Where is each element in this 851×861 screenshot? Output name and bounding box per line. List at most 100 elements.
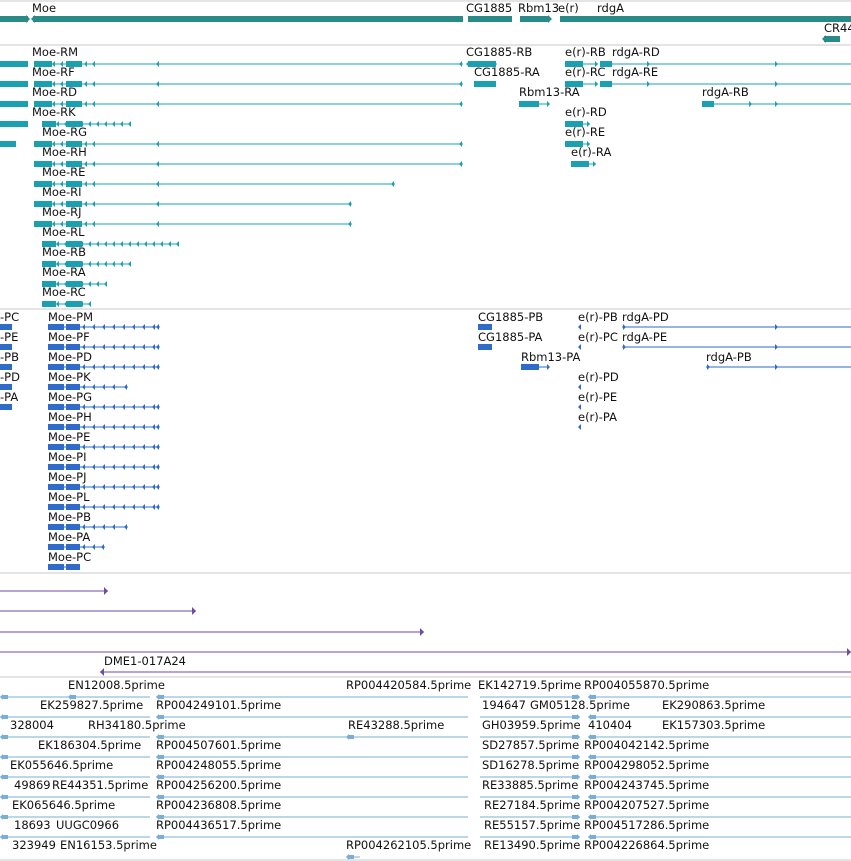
strand-arrow[interactable]: [122, 344, 125, 350]
strand-arrow[interactable]: [122, 484, 125, 490]
strand-arrow[interactable]: [595, 61, 598, 67]
strand-arrow[interactable]: [76, 201, 79, 207]
strand-arrow[interactable]: [56, 281, 59, 287]
strand-arrow[interactable]: [775, 324, 778, 330]
strand-arrow[interactable]: [160, 241, 163, 247]
strand-arrow[interactable]: [176, 241, 179, 247]
strand-arrow[interactable]: [156, 161, 159, 167]
strand-arrow[interactable]: [578, 384, 581, 390]
strand-arrow[interactable]: [56, 261, 59, 267]
strand-arrow[interactable]: [92, 344, 95, 350]
strand-arrow[interactable]: [92, 181, 95, 187]
exon-block[interactable]: [66, 504, 80, 510]
strand-arrow[interactable]: [92, 161, 95, 167]
strand-arrow[interactable]: [112, 484, 115, 490]
exon-block[interactable]: [48, 504, 64, 510]
exon-block[interactable]: [70, 695, 76, 699]
strand-arrow[interactable]: [132, 504, 135, 510]
strand-arrow[interactable]: [623, 344, 626, 350]
strand-arrow[interactable]: [72, 281, 75, 287]
exon-block[interactable]: [565, 61, 583, 67]
strand-arrow[interactable]: [104, 281, 107, 287]
strand-arrow[interactable]: [775, 61, 778, 67]
strand-arrow[interactable]: [56, 301, 59, 307]
exon-block[interactable]: [2, 755, 8, 759]
strand-arrow[interactable]: [156, 504, 159, 510]
exon-block[interactable]: [2, 715, 8, 719]
exon-block[interactable]: [348, 735, 354, 739]
strand-arrow[interactable]: [102, 384, 105, 390]
strand-arrow[interactable]: [391, 181, 394, 187]
exon-block[interactable]: [48, 564, 64, 570]
strand-arrow[interactable]: [578, 404, 581, 410]
strand-arrow[interactable]: [156, 364, 159, 370]
strand-arrow[interactable]: [82, 464, 85, 470]
strand-arrow[interactable]: [60, 101, 63, 107]
strand-arrow[interactable]: [775, 344, 778, 350]
strand-arrow[interactable]: [120, 261, 123, 267]
strand-arrow[interactable]: [152, 484, 155, 490]
strand-arrow[interactable]: [76, 221, 79, 227]
strand-arrow[interactable]: [84, 201, 87, 207]
strand-arrow[interactable]: [84, 101, 87, 107]
strand-arrow[interactable]: [60, 61, 63, 67]
strand-arrow[interactable]: [68, 61, 71, 67]
strand-arrow[interactable]: [112, 404, 115, 410]
strand-arrow[interactable]: [76, 564, 79, 570]
strand-arrow[interactable]: [84, 61, 87, 67]
strand-arrow[interactable]: [96, 121, 99, 127]
strand-arrow[interactable]: [82, 444, 85, 450]
exon-block[interactable]: [66, 181, 82, 187]
exon-block[interactable]: [48, 384, 64, 390]
strand-arrow[interactable]: [104, 241, 107, 247]
exon-block[interactable]: [571, 161, 589, 167]
exon-block[interactable]: [34, 181, 52, 187]
strand-arrow[interactable]: [52, 161, 55, 167]
strand-arrow[interactable]: [112, 344, 115, 350]
strand-arrow[interactable]: [31, 15, 35, 23]
strand-arrow[interactable]: [92, 81, 95, 87]
exon-block[interactable]: [590, 815, 596, 819]
exon-block[interactable]: [565, 81, 583, 87]
strand-arrow[interactable]: [459, 141, 462, 147]
strand-arrow[interactable]: [156, 81, 159, 87]
strand-arrow[interactable]: [64, 281, 67, 287]
strand-arrow[interactable]: [82, 364, 85, 370]
strand-arrow[interactable]: [68, 101, 71, 107]
strand-arrow[interactable]: [112, 444, 115, 450]
strand-arrow[interactable]: [52, 61, 55, 67]
exon-block[interactable]: [519, 101, 539, 107]
exon-block[interactable]: [66, 404, 80, 410]
strand-arrow[interactable]: [112, 121, 115, 127]
exon-block[interactable]: [0, 61, 28, 67]
strand-arrow[interactable]: [100, 668, 104, 676]
exon-block[interactable]: [590, 755, 596, 759]
strand-arrow[interactable]: [82, 324, 85, 330]
exon-block[interactable]: [158, 835, 164, 839]
strand-arrow[interactable]: [64, 301, 67, 307]
strand-arrow[interactable]: [84, 221, 87, 227]
strand-arrow[interactable]: [132, 464, 135, 470]
exon-block[interactable]: [572, 695, 578, 699]
exon-block[interactable]: [66, 524, 80, 530]
strand-arrow[interactable]: [156, 404, 159, 410]
strand-arrow[interactable]: [68, 141, 71, 147]
strand-arrow[interactable]: [459, 161, 462, 167]
strand-arrow[interactable]: [68, 81, 71, 87]
strand-arrow[interactable]: [348, 221, 351, 227]
strand-arrow[interactable]: [647, 61, 650, 67]
exon-block[interactable]: [34, 61, 52, 67]
exon-block[interactable]: [48, 544, 64, 550]
strand-arrow[interactable]: [156, 464, 159, 470]
exon-block[interactable]: [0, 384, 12, 390]
strand-arrow[interactable]: [156, 444, 159, 450]
strand-arrow[interactable]: [122, 364, 125, 370]
strand-arrow[interactable]: [132, 424, 135, 430]
strand-arrow[interactable]: [84, 141, 87, 147]
strand-arrow[interactable]: [92, 524, 95, 530]
exon-block[interactable]: [596, 16, 851, 22]
strand-arrow[interactable]: [156, 324, 159, 330]
strand-arrow[interactable]: [152, 404, 155, 410]
strand-arrow[interactable]: [64, 261, 67, 267]
strand-arrow[interactable]: [96, 261, 99, 267]
